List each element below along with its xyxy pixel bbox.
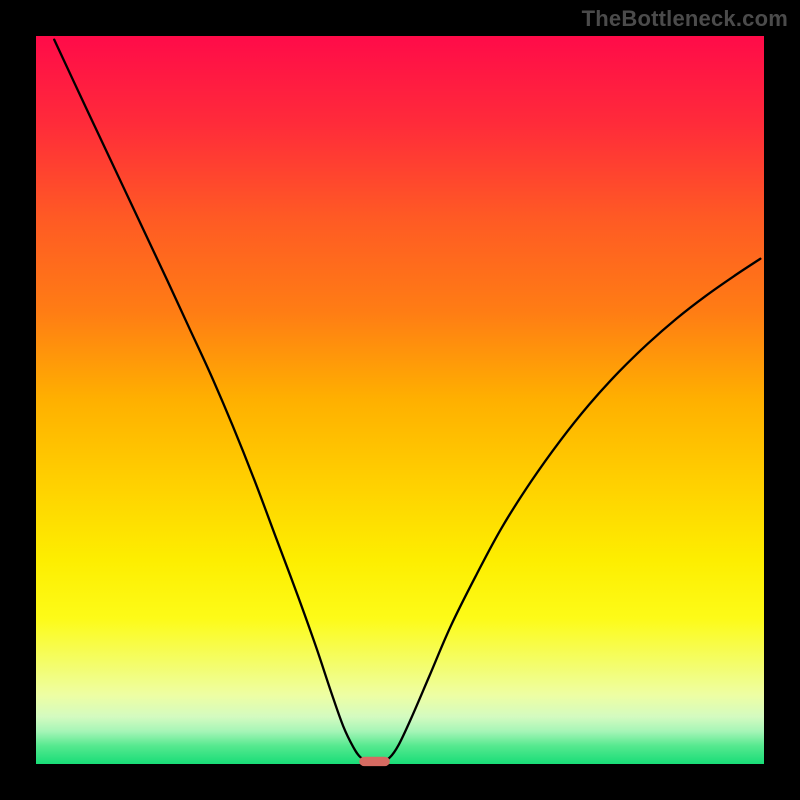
optimal-marker bbox=[359, 757, 390, 766]
bottleneck-curve-chart bbox=[0, 0, 800, 800]
watermark-text: TheBottleneck.com bbox=[582, 6, 788, 32]
chart-container: TheBottleneck.com bbox=[0, 0, 800, 800]
chart-background bbox=[36, 36, 764, 764]
